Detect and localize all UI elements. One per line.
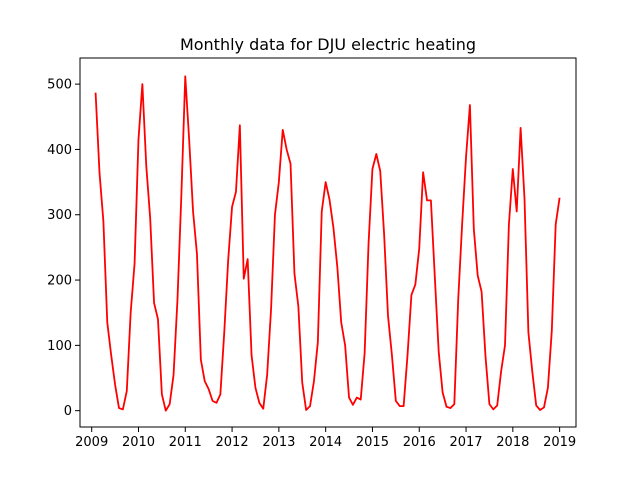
- x-tick-label: 2019: [543, 435, 576, 450]
- x-tick-label: 2015: [356, 435, 389, 450]
- y-tick-label: 100: [47, 339, 72, 354]
- y-axis: 0 100 200 300 400 500: [47, 78, 80, 419]
- x-tick-label: 2013: [262, 435, 295, 450]
- y-tick-label: 500: [47, 78, 72, 93]
- x-tick-label: 2011: [169, 435, 202, 450]
- x-tick-label: 2017: [449, 435, 482, 450]
- y-tick-label: 200: [47, 274, 72, 289]
- plot-frame: [79, 57, 577, 428]
- y-tick-label: 400: [47, 143, 72, 158]
- x-tick-label: 2012: [216, 435, 249, 450]
- x-tick-label: 2016: [403, 435, 436, 450]
- x-axis: 2009 2010 2011 2012 2013 2014 2015 2016 2017 2018…: [75, 427, 576, 450]
- y-tick-label: 0: [64, 404, 72, 419]
- y-tick-label: 300: [47, 208, 72, 223]
- x-tick-label: 2014: [309, 435, 342, 450]
- chart-title: Monthly data for DJU electric heating: [180, 35, 476, 54]
- x-tick-label: 2018: [496, 435, 529, 450]
- series-line-0: [94, 75, 561, 412]
- series-layer: [94, 75, 561, 412]
- x-tick-label: 2010: [122, 435, 155, 450]
- x-tick-label: 2009: [75, 435, 108, 450]
